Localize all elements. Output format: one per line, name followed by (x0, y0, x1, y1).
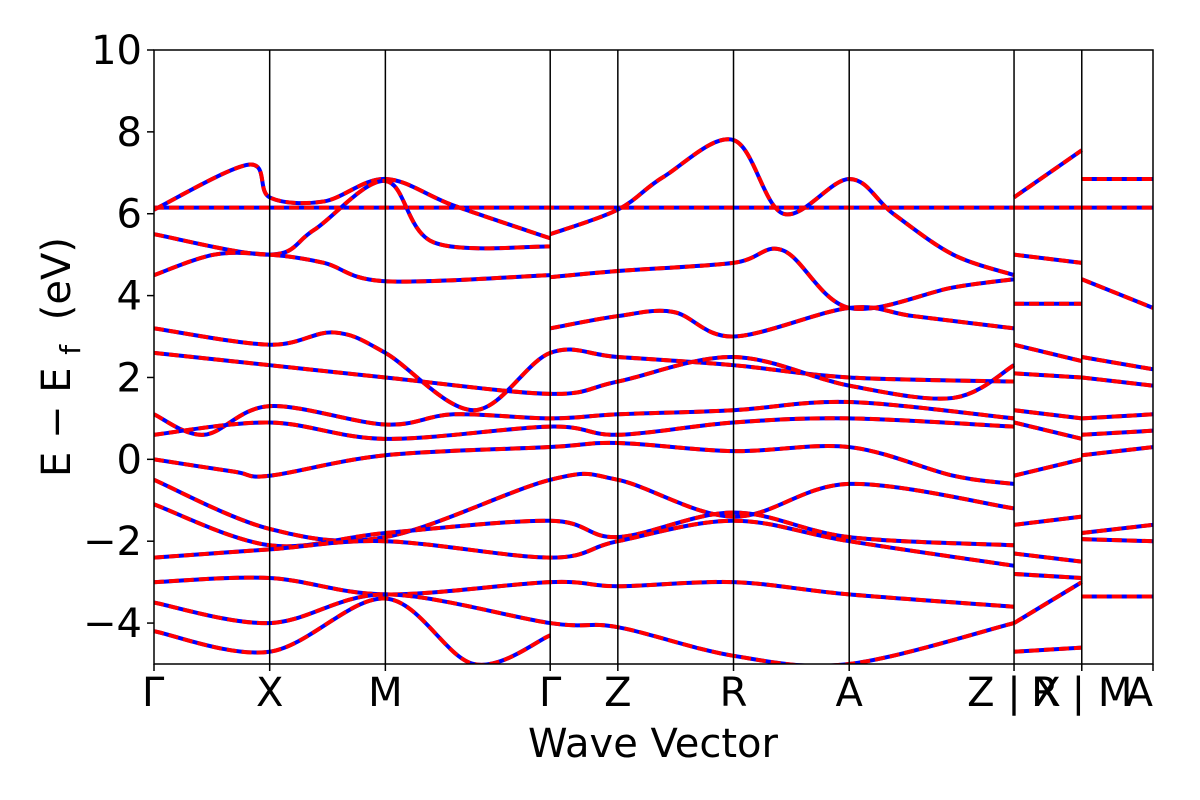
band-line-overlay-29 (1013, 571, 1082, 581)
x-tick-label-4: Z (604, 670, 631, 716)
band-line-overlay-3 (154, 250, 551, 284)
band-line-overlay-20 (1013, 252, 1083, 265)
band-line-overlay-14 (154, 518, 1015, 568)
x-tick-label-5: R (720, 670, 748, 716)
band-line-overlay-34 (1081, 277, 1153, 310)
band-line-15 (154, 575, 1015, 609)
band-line-3 (154, 250, 551, 284)
y-tick-label-0: −4 (83, 601, 142, 647)
y-axis-title-main: E − E (34, 367, 80, 477)
band-line-overlay-6 (549, 305, 1015, 339)
band-line-overlay-11 (154, 440, 1015, 486)
x-tick-label-6: A (836, 670, 864, 716)
band-line-overlay-25 (1013, 420, 1083, 441)
band-line-7 (154, 326, 1015, 413)
band-line-overlay-22 (1013, 342, 1083, 364)
y-ticks: −4 −2 0 2 4 6 8 10 (83, 28, 154, 647)
y-axis-title-sub: f (54, 344, 87, 355)
band-line-overlay-7 (154, 326, 1015, 413)
y-tick-label-1: −2 (83, 519, 142, 565)
band-line-18 (1012, 148, 1083, 200)
band-line-overlay-17 (154, 596, 552, 664)
plot-frame (153, 49, 1154, 665)
band-line-overlay-31 (1013, 645, 1082, 654)
band-line-overlay-1 (154, 162, 551, 241)
x-tick-label-9: A (1126, 670, 1154, 716)
x-tick-label-2: M (368, 670, 403, 716)
kpoint-lines (268, 50, 1083, 664)
y-tick-label-2: 0 (117, 437, 142, 483)
x-tick-label-1: X (256, 670, 283, 716)
band-line-overlay-9 (154, 399, 1015, 437)
band-line-overlay-30 (1013, 580, 1083, 625)
bands-layer (154, 137, 1153, 664)
y-axis-title-unit: (eV) (34, 237, 80, 320)
band-line-5 (550, 246, 1015, 311)
x-tick-label-7: Z | X (967, 670, 1061, 716)
y-tick-label-7: 10 (91, 28, 142, 74)
band-line-overlay-39 (1081, 445, 1153, 458)
x-tick-label-3: Γ (539, 670, 562, 716)
band-line-13 (154, 502, 1015, 549)
x-tick-label-0: Γ (142, 670, 165, 716)
band-line-overlay-27 (1013, 514, 1083, 527)
y-axis-title: E − E f (eV) (34, 237, 90, 477)
band-line-overlay-41 (1081, 537, 1153, 544)
x-tick-label-8: R | M (1031, 670, 1132, 716)
band-line-11 (154, 440, 1015, 486)
band-line-overlay-23 (1013, 371, 1082, 380)
y-tick-label-3: 2 (117, 355, 142, 401)
band-line-overlay-12 (154, 471, 1015, 543)
y-tick-label-4: 4 (117, 274, 142, 320)
band-line-overlay-26 (1013, 457, 1083, 478)
band-line-overlay-24 (1013, 408, 1083, 421)
band-line-overlay-28 (1013, 551, 1083, 564)
band-line-overlay-5 (550, 246, 1015, 311)
band-line-overlay-16 (154, 592, 1015, 664)
band-line-overlay-4 (549, 137, 1015, 278)
x-axis-title: Wave Vector (528, 721, 779, 767)
band-line-overlay-13 (154, 502, 1015, 549)
band-line-overlay-18 (1012, 148, 1083, 200)
band-line-overlay-38 (1081, 428, 1153, 437)
band-line-overlay-36 (1081, 375, 1153, 388)
band-line-overlay-35 (1081, 355, 1153, 372)
band-line-overlay-37 (1081, 412, 1153, 421)
y-tick-label-6: 8 (117, 110, 142, 156)
band-line-1 (154, 162, 551, 241)
band-line-overlay-40 (1081, 522, 1153, 535)
band-line-16 (154, 592, 1015, 664)
y-tick-label-5: 6 (117, 192, 142, 238)
